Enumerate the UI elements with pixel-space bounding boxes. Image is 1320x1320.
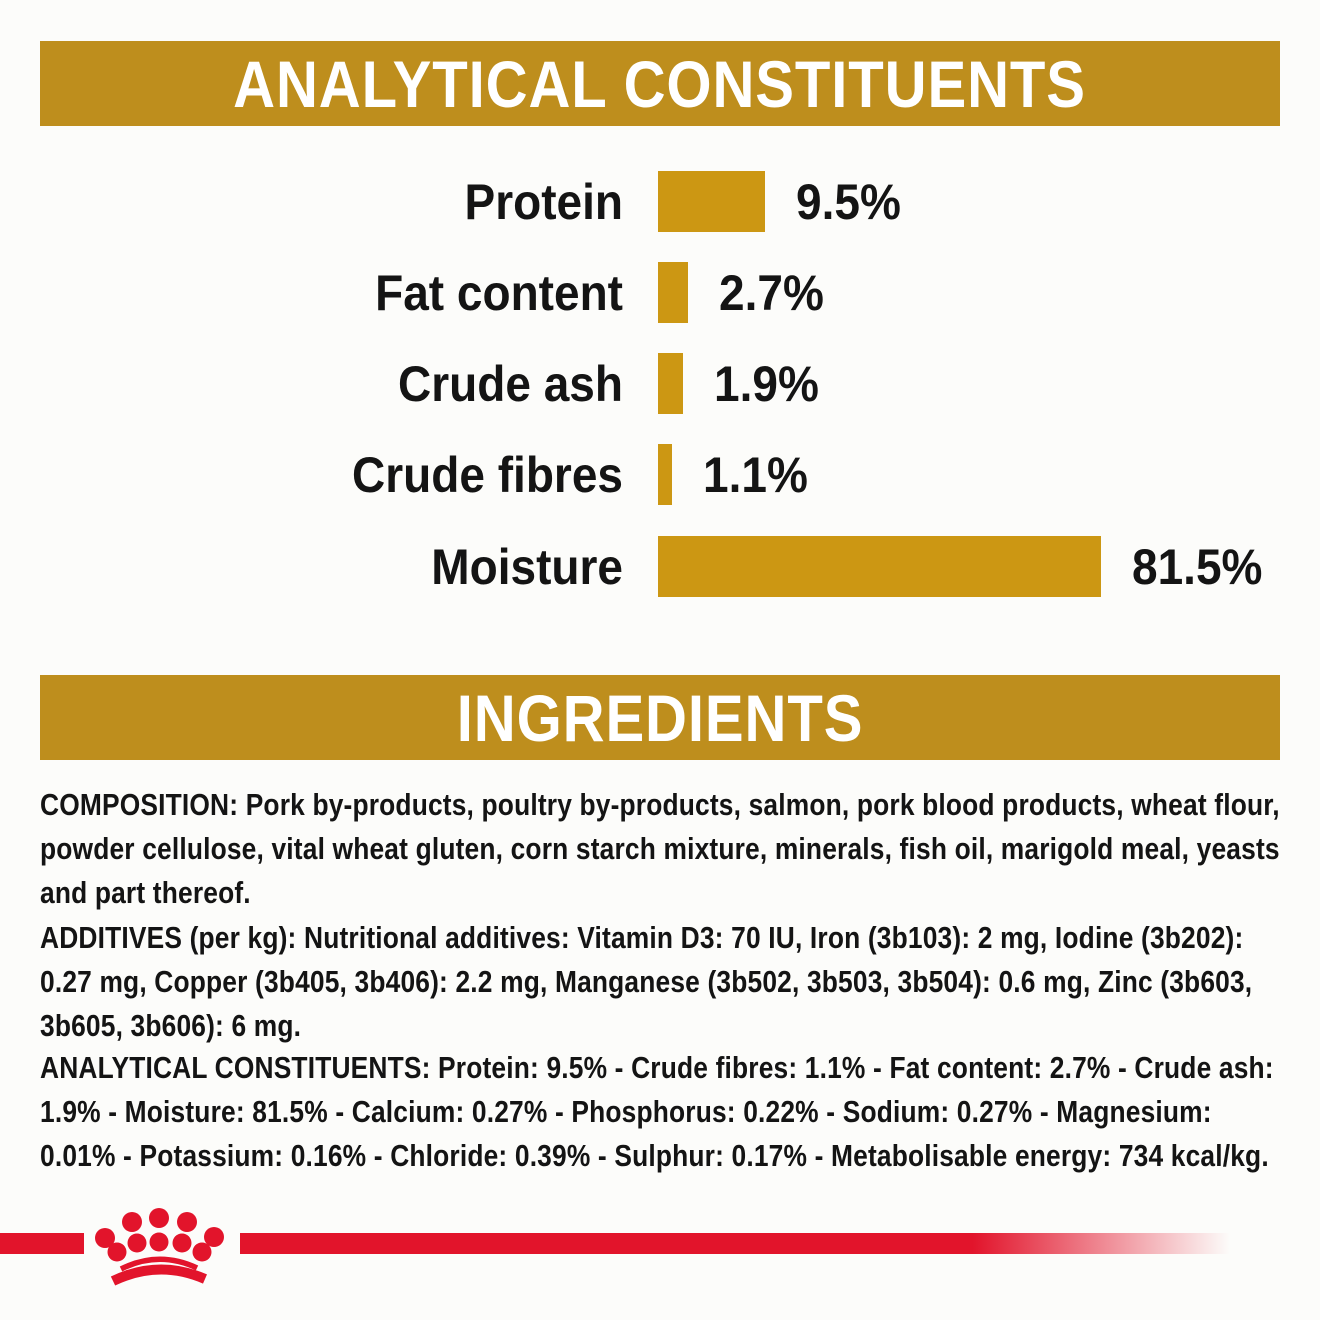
royal-canin-crown-icon xyxy=(85,1205,235,1300)
ingredients-title: INGREDIENTS xyxy=(456,680,864,755)
fat-content-bar xyxy=(658,262,688,323)
fat-content-value: 2.7% xyxy=(719,264,824,321)
moisture-bar xyxy=(658,536,1101,597)
analytical-constituents-banner: ANALYTICAL CONSTITUENTS xyxy=(40,41,1280,126)
crude-ash-bar xyxy=(658,353,683,414)
analytical-constituents-title: ANALYTICAL CONSTITUENTS xyxy=(233,46,1087,121)
crude-fibres-value: 1.1% xyxy=(703,446,808,503)
analytical-constituents-paragraph: ANALYTICAL CONSTITUENTS: Protein: 9.5% -… xyxy=(40,1050,1274,1173)
chart-row-fat-content: Fat content 2.7% xyxy=(0,262,833,323)
crude-ash-label: Crude ash xyxy=(398,355,623,412)
moisture-value: 81.5% xyxy=(1132,538,1263,595)
crude-ash-value: 1.9% xyxy=(714,355,819,412)
additives-paragraph: ADDITIVES (per kg): Nutritional additive… xyxy=(40,920,1253,1043)
ingredients-banner: INGREDIENTS xyxy=(40,675,1280,760)
chart-row-protein: Protein 9.5% xyxy=(0,171,910,232)
protein-label: Protein xyxy=(464,173,623,230)
composition-paragraph: COMPOSITION: Pork by-products, poultry b… xyxy=(40,787,1280,910)
chart-row-crude-ash: Crude ash 1.9% xyxy=(0,353,828,414)
fat-content-label: Fat content xyxy=(375,264,623,321)
red-rule-left xyxy=(0,1233,84,1254)
chart-row-crude-fibres: Crude fibres 1.1% xyxy=(0,444,817,505)
crude-fibres-bar xyxy=(658,444,672,505)
red-rule-right xyxy=(240,1233,1230,1254)
protein-bar xyxy=(658,171,765,232)
moisture-label: Moisture xyxy=(431,538,623,595)
chart-row-moisture: Moisture 81.5% xyxy=(0,536,1274,597)
crude-fibres-label: Crude fibres xyxy=(352,446,623,503)
protein-value: 9.5% xyxy=(796,173,901,230)
